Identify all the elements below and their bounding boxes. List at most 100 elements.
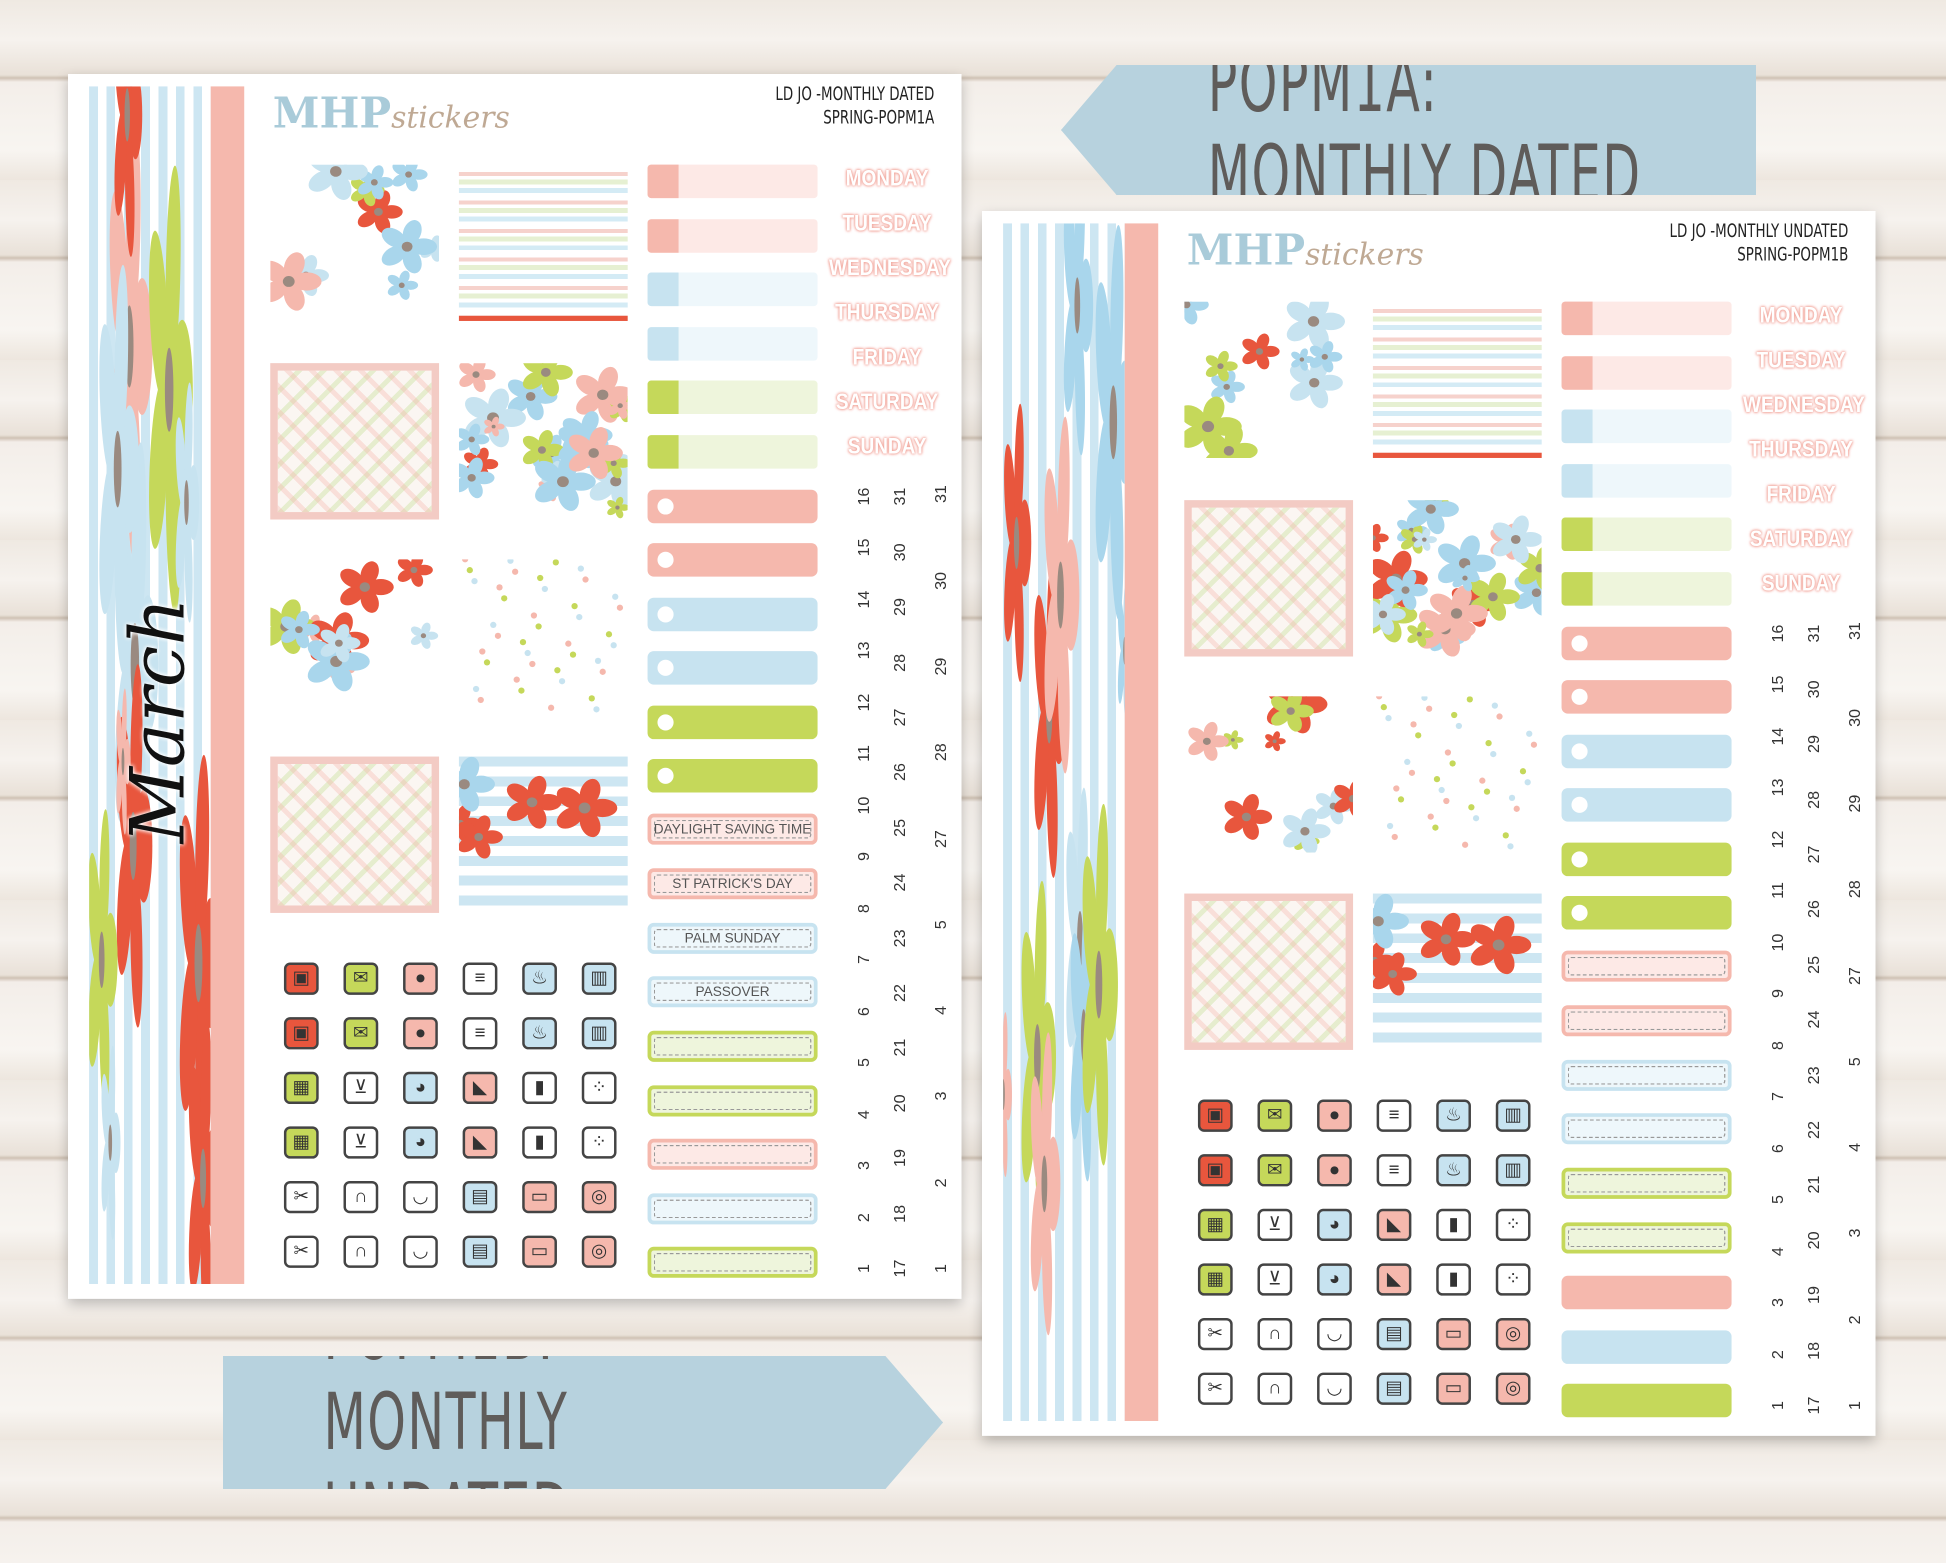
dot [610, 642, 617, 649]
dot [547, 704, 555, 711]
flower [392, 164, 428, 192]
flower [535, 452, 596, 511]
floral-washi-strip [1003, 223, 1125, 1421]
dot [1491, 702, 1498, 709]
flower [1044, 416, 1080, 774]
banner-undated-text: POPM1B: MONTHLY UNDATED [323, 1287, 572, 1558]
flower [1211, 370, 1245, 404]
flower [1413, 528, 1437, 551]
dot [1496, 713, 1503, 720]
flower [1286, 301, 1346, 350]
piggy-bank-icon: ◕ [1317, 1263, 1352, 1296]
flower-pattern [270, 559, 439, 715]
day-name-label: SATURDAY [835, 389, 939, 415]
dot-pattern [1373, 696, 1542, 852]
day-header-tab [647, 380, 818, 415]
day-name-label: WEDNESDAY [1743, 392, 1865, 418]
date-number: 24 [890, 873, 909, 892]
sneaker-icon: ◣ [1376, 1208, 1412, 1242]
dot [1485, 740, 1492, 747]
checkbox-circle [657, 551, 674, 568]
date-number: 17 [890, 1259, 909, 1278]
date-number: 9 [854, 851, 873, 861]
date-number: 11 [1768, 882, 1787, 899]
flower [1004, 403, 1032, 683]
flower [1283, 808, 1331, 853]
dot [612, 593, 619, 600]
day-name-label: THURSDAY [835, 299, 939, 325]
dot [565, 640, 572, 647]
day-header-tab [1561, 572, 1732, 606]
date-number: 15 [1768, 675, 1787, 694]
date-number: 21 [890, 1039, 909, 1058]
flower [101, 1045, 121, 1240]
date-number: 1 [1768, 1400, 1787, 1410]
day-header-tab [647, 272, 818, 307]
dot [466, 567, 473, 574]
luggage-icon: ▭ [522, 1235, 557, 1268]
dot [1507, 843, 1514, 850]
flower [1334, 779, 1354, 819]
day-header-tab [1561, 409, 1732, 444]
dot [558, 678, 566, 685]
tooth-icon: ◡ [403, 1235, 438, 1268]
gas-pump-icon: ▮ [522, 1126, 557, 1159]
date-number: 27 [1804, 845, 1823, 864]
full-box-sticker [270, 164, 440, 321]
dot [1444, 749, 1452, 756]
date-number: 7 [1768, 1091, 1787, 1101]
flower [1063, 223, 1094, 456]
gas-pump-icon: ▮ [1436, 1208, 1471, 1242]
dot [576, 613, 583, 621]
date-number: 9 [1768, 988, 1787, 998]
dot [529, 660, 536, 668]
stethoscope-icon: ∩ [343, 1235, 379, 1268]
cake-icon: ♨ [1436, 1154, 1471, 1187]
luggage-icon: ▭ [1436, 1372, 1471, 1405]
gift-icon: ▣ [283, 962, 319, 995]
book-icon: ▤ [1376, 1317, 1412, 1351]
dot [471, 577, 478, 585]
logo-script: stickers [391, 100, 510, 135]
flower [1188, 721, 1229, 761]
checkbox-circle [657, 767, 674, 784]
date-number: 30 [931, 571, 950, 590]
day-header-tab [1561, 301, 1732, 336]
flower [506, 775, 562, 829]
book-icon: ▤ [462, 1180, 498, 1214]
receipt-icon: ≡ [462, 962, 498, 995]
book-icon: ▤ [1376, 1372, 1412, 1405]
dot [1426, 705, 1433, 712]
scale-icon: ▦ [283, 1126, 319, 1159]
date-number: 26 [1804, 900, 1823, 919]
checkbox-bar-sticker [1561, 788, 1732, 822]
dot [1455, 722, 1462, 730]
date-number: 5 [854, 1057, 873, 1067]
flower [1184, 301, 1209, 325]
dot [501, 595, 508, 602]
date-number: 25 [890, 818, 909, 837]
gas-pump-icon: ▮ [1436, 1263, 1471, 1296]
flower [1407, 621, 1434, 647]
flower [607, 392, 628, 419]
date-number: 2 [1768, 1349, 1787, 1359]
date-number: 29 [931, 657, 950, 676]
full-box-sticker [270, 363, 440, 520]
date-number: 3 [1768, 1297, 1787, 1307]
luggage-icon: ▭ [522, 1180, 557, 1214]
date-number: 8 [1768, 1040, 1787, 1050]
date-number: 30 [890, 543, 909, 562]
dot [541, 585, 548, 593]
dot [513, 676, 520, 683]
date-number: 3 [854, 1160, 873, 1170]
flower [1492, 515, 1542, 564]
flower [188, 1019, 211, 1284]
cake-icon: ♨ [522, 962, 557, 995]
floral-washi-strip [89, 86, 211, 1284]
day-name-label: SUNDAY [847, 433, 927, 459]
sneaker-icon: ◣ [462, 1071, 498, 1105]
dot [477, 696, 484, 704]
header-line1: LD JO -MONTHLY UNDATED [1669, 219, 1849, 243]
date-number: 4 [854, 1109, 873, 1119]
full-box-sticker [458, 756, 628, 913]
